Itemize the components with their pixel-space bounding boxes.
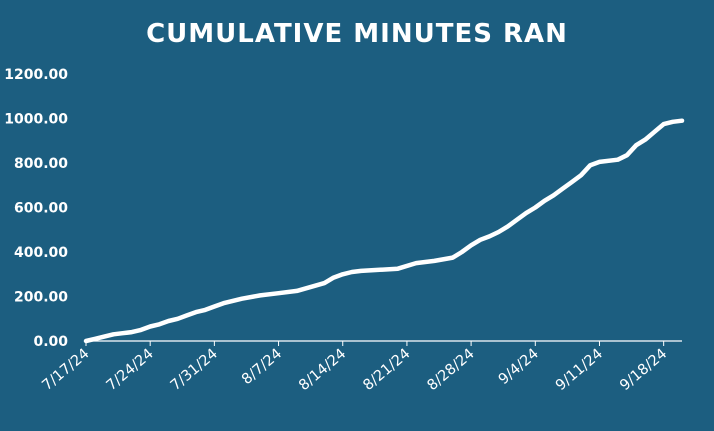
data-point: [213, 305, 216, 308]
x-tick-label: 7/31/24: [168, 346, 221, 394]
data-point: [506, 225, 509, 228]
data-point: [259, 294, 262, 297]
y-tick-label: 200.00: [14, 290, 68, 306]
data-point: [552, 194, 555, 197]
data-point: [323, 281, 326, 285]
x-axis: 7/17/24 7/24/24 7/31/24 8/7/24 8/14/24 8/21/2…: [39, 340, 682, 394]
data-point: [634, 144, 638, 147]
data-point: [121, 332, 124, 335]
data-point: [176, 317, 179, 320]
data-point: [148, 325, 152, 328]
data-point: [653, 130, 656, 134]
data-point: [469, 244, 473, 247]
data-point: [662, 122, 665, 126]
data-point: [350, 270, 354, 274]
y-tick-label: 400.00: [14, 245, 68, 261]
data-point: [194, 310, 198, 314]
x-tick-label: 9/11/24: [553, 346, 606, 394]
data-point: [93, 337, 97, 340]
y-axis: 0.00 200.00 400.00 600.00 800.00 1000.00 1200.…: [4, 67, 68, 350]
data-point: [589, 164, 592, 167]
x-tick-label: 9/4/24: [496, 346, 542, 388]
data-point: [680, 119, 684, 122]
data-point: [616, 158, 620, 161]
data-point: [130, 330, 134, 334]
data-point: [341, 273, 344, 276]
data-point: [359, 269, 363, 273]
data-point: [579, 174, 583, 177]
data-point: [488, 235, 491, 238]
data-point: [185, 314, 189, 317]
x-tick-label: 8/28/24: [425, 346, 478, 394]
data-point: [158, 323, 161, 326]
data-point: [139, 328, 143, 332]
data-point: [451, 256, 454, 259]
data-point: [644, 138, 647, 141]
data-point: [231, 299, 234, 303]
data-point: [671, 120, 675, 124]
data-point: [414, 261, 418, 265]
data-point: [497, 230, 500, 234]
y-tick-label: 1000.00: [4, 112, 68, 128]
y-tick-label: 1200.00: [4, 67, 68, 83]
data-point: [543, 199, 546, 203]
data-point: [103, 335, 106, 338]
data-point: [598, 160, 601, 164]
x-tick-label: 7/17/24: [39, 346, 92, 394]
series-layer: [83, 118, 685, 344]
data-point: [295, 289, 299, 293]
data-point: [433, 259, 436, 263]
data-point: [570, 180, 574, 184]
data-point: [332, 276, 335, 279]
data-point: [460, 250, 464, 254]
x-tick-label: 7/24/24: [104, 346, 157, 394]
y-tick-label: 600.00: [14, 201, 68, 217]
data-point: [112, 333, 115, 336]
data-point: [167, 319, 170, 323]
data-point: [479, 238, 482, 241]
x-tick-label: 8/7/24: [239, 346, 285, 388]
data-point: [222, 301, 225, 305]
y-tick-label: 800.00: [14, 156, 68, 172]
data-point: [534, 206, 537, 209]
chart-title: CUMULATIVE MINUTES RAN: [146, 19, 568, 49]
data-point: [240, 297, 244, 300]
x-tick-label: 8/21/24: [360, 346, 413, 394]
y-tick-label: 0.00: [33, 334, 68, 350]
drop-lines: [94, 120, 683, 341]
data-point: [561, 187, 564, 190]
series-line: [83, 118, 685, 344]
x-tick-label: 9/18/24: [617, 346, 670, 394]
data-point: [625, 154, 629, 157]
x-tick-label: 8/14/24: [296, 346, 349, 394]
data-point: [515, 218, 519, 221]
data-point: [524, 211, 528, 215]
data-point: [277, 291, 280, 295]
data-point: [396, 267, 399, 270]
data-point: [204, 308, 207, 312]
